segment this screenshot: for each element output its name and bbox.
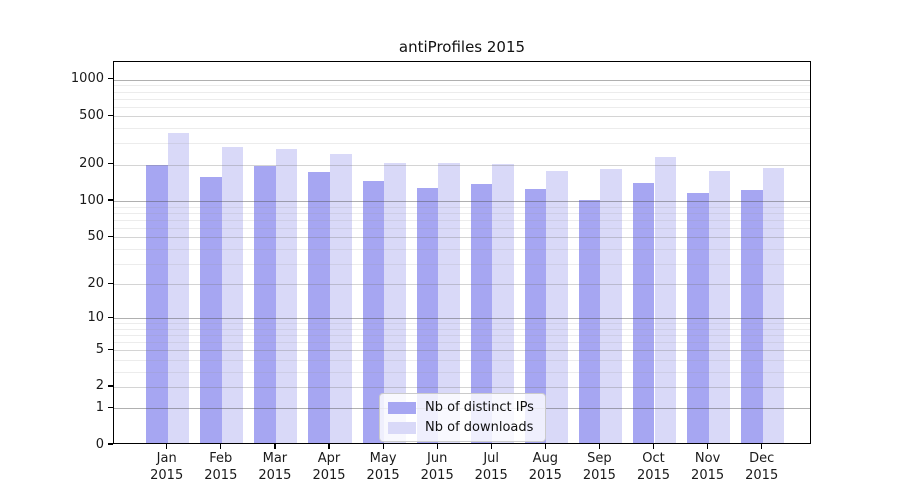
bar-downloads-nov [708,170,731,443]
x-tick-mark [761,444,763,449]
y-tick-mark [108,235,113,237]
bar-downloads-jul [492,164,514,443]
bar-downloads-sep [600,168,622,443]
y-tick-mark [108,163,113,165]
x-tick-mark [328,444,330,449]
x-tick-label-nov: Nov 2015 [691,451,725,483]
y-tick-mark [108,316,113,318]
grid-line-200 [114,164,810,166]
bar-downloads-jan [167,132,190,443]
x-tick-mark [598,444,601,449]
grid-line-900 [114,85,810,87]
y-tick-label-50: 50 [87,228,104,244]
bar-downloads-mar [275,149,298,443]
y-tick-mark [108,348,113,350]
bar-downloads-dec [762,167,785,443]
y-tick-mark [108,78,113,80]
grid-line-300 [114,143,810,145]
bar-distinct-ips-jan [146,165,168,443]
legend-swatch-downloads-icon [388,421,416,434]
x-tick-mark [382,444,384,449]
y-tick-label-200: 200 [79,156,104,172]
legend-label-distinct-ips: Nb of distinct IPs [425,400,534,415]
x-tick-label-jul: Jul 2015 [474,451,508,483]
bar-downloads-oct [654,156,677,443]
y-tick-mark [108,199,113,201]
y-tick-mark [108,443,113,445]
bar-downloads-aug [546,170,568,443]
plot-area: Nb of distinct IPs Nb of downloads [113,61,811,444]
y-tick-label-10: 10 [87,309,104,325]
y-tick-label-2: 2 [95,378,104,394]
bar-distinct-ips-sep [578,200,601,443]
y-tick-mark [108,114,113,117]
x-tick-label-apr: Apr 2015 [312,451,346,483]
x-tick-label-feb: Feb 2015 [204,451,238,483]
y-tick-label-1: 1 [95,399,104,415]
bar-downloads-apr [330,154,352,443]
legend-item-downloads: Nb of downloads [388,419,534,436]
bar-distinct-ips-may [362,180,385,443]
x-tick-mark [166,444,168,449]
y-tick-label-0: 0 [95,436,104,452]
grid-line-600 [114,106,810,108]
bar-downloads-may [384,162,406,443]
x-tick-label-sep: Sep 2015 [582,451,616,483]
grid-line-500 [114,116,810,118]
grid-line-800 [114,91,810,93]
y-tick-label-5: 5 [95,341,104,357]
x-tick-mark [436,444,438,449]
bar-distinct-ips-oct [632,182,655,443]
grid-line-1000 [114,79,810,81]
legend: Nb of distinct IPs Nb of downloads [379,393,546,442]
y-tick-label-500: 500 [79,107,104,123]
bar-distinct-ips-nov [687,193,709,443]
y-tick-label-20: 20 [87,275,104,291]
x-tick-label-jan: Jan 2015 [150,451,184,483]
y-tick-mark [108,406,113,409]
bar-downloads-jun [438,163,460,443]
x-tick-mark [544,444,546,449]
bar-downloads-feb [221,147,244,443]
x-tick-label-mar: Mar 2015 [258,451,292,483]
bar-distinct-ips-jun [416,187,439,443]
x-tick-mark [652,444,655,449]
bar-distinct-ips-feb [200,177,222,443]
x-tick-mark [490,444,492,449]
y-tick-mark [108,385,113,387]
grid-line-700 [114,98,810,100]
bar-distinct-ips-mar [254,166,276,443]
x-tick-label-aug: Aug 2015 [528,451,562,483]
legend-label-downloads: Nb of downloads [425,420,534,435]
bar-distinct-ips-dec [741,189,763,443]
chart-title: antiProfiles 2015 [398,38,526,56]
x-tick-label-dec: Dec 2015 [745,451,779,483]
legend-item-distinct-ips: Nb of distinct IPs [388,399,534,416]
y-tick-label-1000: 1000 [70,71,104,87]
y-tick-label-100: 100 [79,192,104,208]
x-tick-label-may: May 2015 [366,451,400,483]
x-tick-mark [707,444,709,449]
x-tick-mark [220,444,222,449]
bar-distinct-ips-aug [524,189,547,443]
legend-swatch-distinct-ips-icon [388,401,416,414]
x-tick-label-oct: Oct 2015 [636,451,671,483]
y-tick-mark [108,282,113,284]
x-tick-mark [274,444,276,449]
bar-distinct-ips-jul [470,184,493,443]
x-tick-label-jun: Jun 2015 [420,451,454,483]
grid-line-400 [114,128,810,130]
bar-distinct-ips-apr [308,171,330,443]
